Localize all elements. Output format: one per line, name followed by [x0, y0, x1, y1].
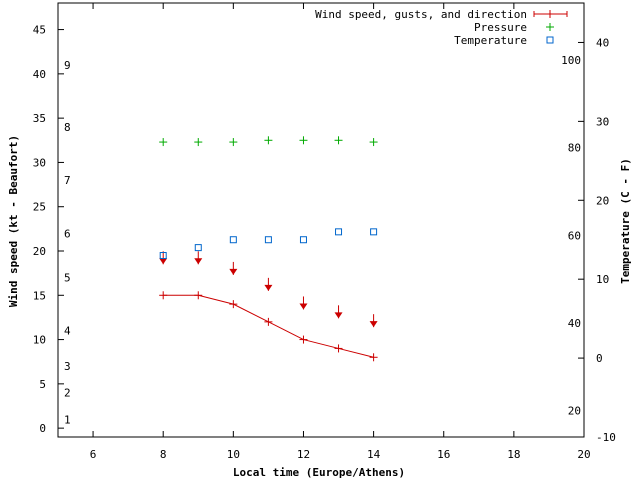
wind-direction-arrow: [264, 277, 273, 291]
legend: Wind speed, gusts, and directionPressure…: [315, 8, 568, 47]
y-tick-label: 45: [33, 24, 46, 37]
beaufort-label: 9: [64, 59, 71, 72]
arrow-head: [369, 321, 378, 328]
arrow-head: [194, 258, 203, 265]
x-tick-label: 20: [577, 448, 590, 461]
y-tick-label: 35: [33, 112, 46, 125]
y2-tick-label: 0: [596, 352, 603, 365]
legend-temperature-marker: [546, 36, 554, 44]
pressure-point: [159, 138, 168, 147]
x-tick-label: 14: [367, 448, 381, 461]
beaufort-label: 3: [64, 360, 71, 373]
beaufort-label: 1: [64, 413, 71, 426]
beaufort-label: 8: [64, 121, 71, 134]
y-tick-label: 5: [39, 378, 46, 391]
fahrenheit-label: 20: [568, 405, 581, 418]
x-tick-label: 16: [437, 448, 450, 461]
beaufort-label: 2: [64, 387, 71, 400]
y2-axis-label: Temperature (C - F): [619, 158, 632, 284]
temperature-point: [264, 236, 272, 244]
y-tick-label: 40: [33, 68, 46, 81]
wind-direction-arrow: [334, 305, 343, 319]
wind-speed-point: [159, 291, 168, 300]
legend-label: Wind speed, gusts, and direction: [315, 8, 527, 21]
wind-speed-point: [194, 291, 203, 300]
beaufort-label: 6: [64, 227, 71, 240]
y2-tick-label: 40: [596, 36, 609, 49]
beaufort-label: 4: [64, 325, 71, 338]
legend-label: Temperature: [454, 34, 527, 47]
y-tick-label: 20: [33, 245, 46, 258]
plot-frame: [57, 2, 585, 438]
arrow-head: [299, 303, 308, 310]
wind-speed-point: [369, 353, 378, 362]
temperature-point: [229, 236, 237, 244]
y-tick-label: 10: [33, 334, 46, 347]
temperature-point: [370, 228, 378, 236]
wind-speed-point: [229, 300, 238, 309]
temperature-point: [335, 228, 343, 236]
beaufort-label: 7: [64, 174, 71, 187]
y2-tick-label: -10: [596, 431, 616, 444]
y-tick-label: 15: [33, 289, 46, 302]
wind-speed-point: [334, 344, 343, 353]
wind-direction-arrow: [159, 251, 168, 265]
y-tick-label: 25: [33, 201, 46, 214]
arrow-head: [264, 284, 273, 291]
beaufort-label: 5: [64, 272, 71, 285]
pressure-point: [194, 138, 203, 147]
fahrenheit-label: 100: [561, 54, 581, 67]
temperature-point: [159, 252, 167, 260]
x-tick-label: 10: [227, 448, 240, 461]
legend-label: Pressure: [474, 21, 527, 34]
wind-speed-point: [264, 317, 273, 326]
wind-direction-arrow: [229, 261, 238, 275]
temperature-point: [194, 244, 202, 252]
pressure-point: [334, 136, 343, 145]
legend-wind-marker: [546, 10, 554, 18]
y2-tick-label: 30: [596, 115, 609, 128]
x-tick-label: 8: [160, 448, 167, 461]
pressure-point: [229, 138, 238, 147]
fahrenheit-label: 60: [568, 229, 581, 242]
x-tick-label: 18: [507, 448, 520, 461]
data-series: [159, 136, 378, 362]
y2-tick-label: 10: [596, 273, 609, 286]
x-tick-label: 12: [297, 448, 310, 461]
fahrenheit-label: 80: [568, 142, 581, 155]
pressure-point: [299, 136, 308, 145]
y2-tick-label: 20: [596, 194, 609, 207]
y-axis-label: Wind speed (kt - Beaufort): [7, 135, 20, 307]
y-tick-label: 0: [39, 422, 46, 435]
fahrenheit-label: 40: [568, 317, 581, 330]
legend-pressure-marker: [546, 23, 554, 31]
temperature-point: [299, 236, 307, 244]
arrow-head: [229, 268, 238, 275]
wind-direction-arrow: [194, 251, 203, 265]
wind-direction-arrow: [369, 314, 378, 328]
wind-direction-arrow: [299, 296, 308, 310]
pressure-point: [369, 138, 378, 147]
arrow-head: [334, 312, 343, 319]
y-tick-label: 30: [33, 156, 46, 169]
wind-speed-point: [299, 335, 308, 344]
arrow-head: [159, 258, 168, 265]
plot-border: [57, 2, 585, 438]
x-axis-label: Local time (Europe/Athens): [233, 466, 405, 479]
pressure-point: [264, 136, 273, 145]
x-tick-label: 6: [90, 448, 97, 461]
axis-ticks: 6 8 10 12 14 16 18 20051015202530354045-1001020…: [33, 3, 616, 461]
